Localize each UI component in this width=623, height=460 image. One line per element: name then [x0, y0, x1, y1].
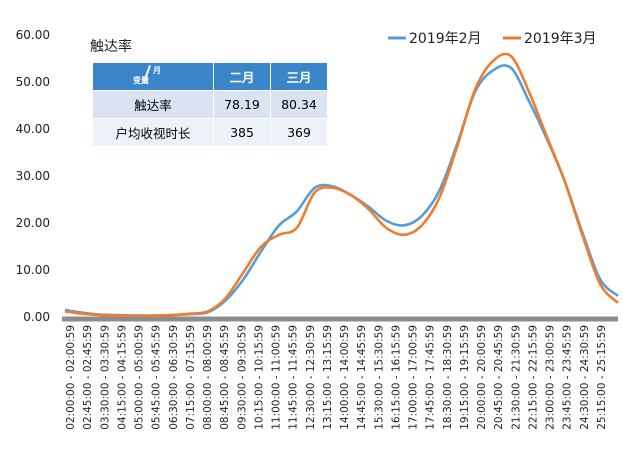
x-tick-label: 17:45:00 - 17:45:59: [425, 325, 437, 430]
y-tick-label: 20.00: [16, 216, 50, 230]
y-axis: 0.00 10.00 20.00 30.00 40.00 50.00 60.00: [16, 28, 50, 324]
x-tick-label: 05:45:00 - 05:45:59: [151, 325, 163, 430]
x-tick-label: 03:30:00 - 03:30:59: [99, 325, 111, 430]
x-tick-label: 02:00:00 - 02:00:59: [65, 325, 77, 430]
table-row-label: 触达率: [92, 90, 214, 119]
x-tick-label: 16:15:00 - 16:15:59: [390, 325, 402, 430]
x-tick-label: 21:30:00 - 21:30:59: [510, 325, 522, 430]
x-tick-label: 18:30:00 - 18:30:59: [442, 325, 454, 430]
table-row-label: 户均收视时长: [92, 118, 214, 147]
x-tick-label: 04:15:00 - 04:15:59: [116, 325, 128, 430]
y-tick-label: 30.00: [16, 169, 50, 183]
chart-title: 触达率: [90, 38, 132, 55]
table-cell: 78.19: [213, 90, 271, 119]
table-cell: 369: [270, 118, 328, 147]
y-tick-label: 0.00: [23, 310, 50, 324]
x-tick-label: 22:15:00 - 22:15:59: [527, 325, 539, 430]
summary-table: 变量 月 二月 三月 触达率 78.19 80.34 户均收视时长 385 36…: [92, 62, 328, 147]
table-cell: 385: [213, 118, 271, 147]
legend: 2019年2月 2019年3月: [388, 31, 597, 47]
x-tick-label: 05:00:00 - 05:00:59: [134, 325, 146, 430]
x-tick-label: 11:00:00 - 11:00:59: [271, 325, 283, 430]
table-row: 户均收视时长 385 369: [92, 118, 328, 147]
table-header-mar: 三月: [270, 62, 328, 91]
y-tick-label: 10.00: [16, 263, 50, 277]
x-tick-label: 17:00:00 - 17:00:59: [408, 325, 420, 430]
y-tick-label: 50.00: [16, 75, 50, 89]
corner-row-label: 变量: [133, 76, 149, 85]
series-layer: [64, 52, 619, 317]
y-tick-label: 60.00: [16, 28, 50, 42]
x-tick-label: 19:15:00 - 19:15:59: [459, 325, 471, 430]
x-tick-label: 20:00:00 - 20:00:59: [476, 325, 488, 430]
x-tick-label: 10:15:00 - 10:15:59: [253, 325, 265, 430]
x-tick-label: 25:15:00 - 25:15:59: [596, 325, 608, 430]
table-row: 触达率 78.19 80.34: [92, 90, 328, 119]
x-tick-label: 08:00:00 - 08:00:59: [202, 325, 214, 430]
y-tick-label: 40.00: [16, 122, 50, 136]
x-tick-label: 08:45:00 - 08:45:59: [219, 325, 231, 430]
table-header-feb: 二月: [213, 62, 271, 91]
x-tick-label: 20:45:00 - 20:45:59: [493, 325, 505, 430]
x-tick-label: 14:00:00 - 14:00:59: [339, 325, 351, 430]
x-tick-label: 07:15:00 - 07:15:59: [185, 325, 197, 430]
x-tick-label: 15:30:00 - 15:30:59: [373, 325, 385, 430]
x-tick-label: 12:30:00 - 12:30:59: [305, 325, 317, 430]
x-tick-label: 09:30:00 - 09:30:59: [236, 325, 248, 430]
x-tick-label: 23:45:00 - 23:45:59: [562, 325, 574, 430]
corner-col-label: 月: [153, 66, 161, 75]
x-tick-label: 13:15:00 - 13:15:59: [322, 325, 334, 430]
table-cell: 80.34: [270, 90, 328, 119]
legend-label-mar: 2019年3月: [524, 31, 597, 47]
x-tick-label: 23:00:00 - 23:00:59: [545, 325, 557, 430]
legend-label-feb: 2019年2月: [409, 31, 482, 47]
table-corner-header: 变量 月: [92, 62, 214, 91]
x-tick-label: 24:30:00 - 24:30:59: [579, 325, 591, 430]
x-tick-label: 11:45:00 - 11:45:59: [288, 325, 300, 430]
x-axis: 02:00:00 - 02:00:59 02:45:00 - 02:45:59 03…: [62, 316, 618, 430]
x-tick-label: 06:30:00 - 06:30:59: [168, 325, 180, 430]
x-tick-label: 14:45:00 - 14:45:59: [356, 325, 368, 430]
series-line-mar: [64, 52, 619, 317]
x-tick-label: 02:45:00 - 02:45:59: [82, 325, 94, 430]
